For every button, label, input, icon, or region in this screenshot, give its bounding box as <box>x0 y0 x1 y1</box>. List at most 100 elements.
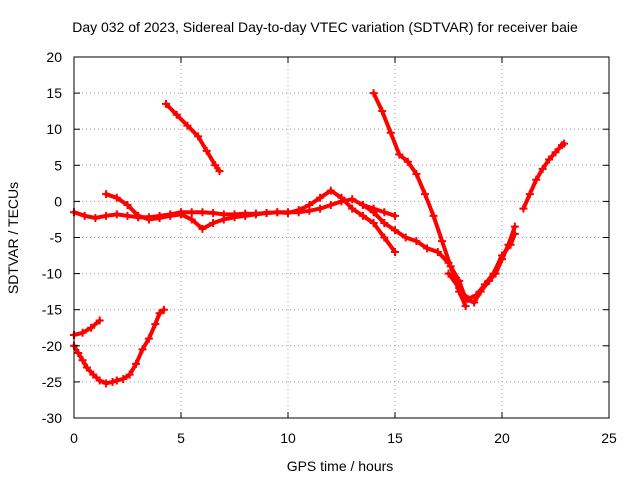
series-line <box>521 141 567 211</box>
data-point <box>284 208 292 217</box>
data-point <box>369 219 378 228</box>
data-point <box>112 376 121 385</box>
data-point <box>545 155 554 164</box>
data-point <box>273 208 282 217</box>
data-point <box>294 206 303 215</box>
data-point <box>380 233 389 242</box>
data-point <box>489 269 498 278</box>
x-tick-label: 10 <box>280 430 296 446</box>
data-point <box>506 240 515 249</box>
data-point <box>455 276 464 285</box>
y-tick-label: -5 <box>50 230 63 246</box>
data-point <box>510 229 519 238</box>
data-point <box>412 169 421 178</box>
y-tick-label: 10 <box>46 121 62 137</box>
x-tick-label: 20 <box>494 430 510 446</box>
y-tick-label: 5 <box>54 157 62 173</box>
data-point <box>209 208 218 217</box>
data-point <box>134 211 143 220</box>
data-point <box>444 258 453 267</box>
data-point <box>326 186 335 195</box>
grid-layer <box>74 57 609 418</box>
data-point <box>241 211 250 220</box>
data-point <box>262 208 271 217</box>
data-point <box>177 210 185 219</box>
data-point <box>82 363 91 372</box>
data-point <box>316 204 325 213</box>
data-point <box>532 175 541 184</box>
data-point <box>395 150 404 159</box>
series-arc-2 <box>102 186 399 256</box>
data-point <box>472 291 481 300</box>
data-point <box>551 148 560 157</box>
data-point <box>538 164 547 173</box>
data-point <box>202 146 211 155</box>
data-point <box>87 323 96 332</box>
data-point <box>251 210 260 219</box>
data-point <box>358 201 367 210</box>
data-point <box>78 328 87 337</box>
data-point <box>183 121 192 130</box>
data-point <box>187 215 196 224</box>
data-point <box>498 251 506 260</box>
x-tick-label: 15 <box>387 430 403 446</box>
data-point <box>198 208 207 217</box>
data-point <box>230 213 239 222</box>
data-point <box>391 247 399 256</box>
data-point <box>91 214 100 223</box>
y-tick-label: -25 <box>42 374 62 390</box>
x-tick-label: 5 <box>177 430 185 446</box>
data-point <box>455 284 464 293</box>
data-point <box>95 376 104 385</box>
x-tick-label: 25 <box>601 430 617 446</box>
chart-title: Day 032 of 2023, Sidereal Day-to-day VTE… <box>72 19 578 35</box>
data-point <box>187 208 196 217</box>
data-point <box>380 219 389 228</box>
data-point <box>125 370 134 379</box>
data-point <box>211 161 220 170</box>
data-point <box>433 247 442 256</box>
y-tick-label: -10 <box>42 266 62 282</box>
data-point <box>519 204 528 213</box>
data-point <box>112 210 121 219</box>
y-tick-label: -30 <box>42 410 62 426</box>
data-point <box>166 211 175 220</box>
data-point <box>337 193 346 202</box>
data-point <box>74 349 83 358</box>
series-arc-9 <box>519 139 569 213</box>
data-point <box>209 219 218 228</box>
data-point <box>412 237 421 246</box>
data-point <box>123 211 132 220</box>
data-point <box>461 302 470 311</box>
data-point <box>378 107 387 116</box>
data-point <box>151 320 160 329</box>
data-point <box>144 334 153 343</box>
y-tick-label: 0 <box>54 193 62 209</box>
data-point <box>420 190 429 199</box>
data-point <box>525 190 534 199</box>
data-point <box>380 208 389 217</box>
data-point <box>391 226 399 235</box>
data-point <box>423 244 432 253</box>
data-point <box>391 211 399 220</box>
data-point <box>162 99 171 108</box>
y-axis-title: SDTVAR / TECUs <box>5 182 21 294</box>
data-point <box>112 193 121 202</box>
data-point <box>438 237 447 246</box>
data-point <box>159 305 168 314</box>
data-point <box>123 201 132 210</box>
data-point <box>326 201 335 210</box>
data-point <box>358 211 367 220</box>
data-point <box>444 269 453 278</box>
data-point <box>348 204 357 213</box>
data-point <box>78 356 87 365</box>
data-point <box>429 211 438 220</box>
data-point <box>89 370 98 379</box>
data-point <box>463 294 472 303</box>
data-point <box>369 89 378 98</box>
y-tick-label: -15 <box>42 302 62 318</box>
data-point <box>510 222 519 231</box>
data-point <box>194 132 203 141</box>
